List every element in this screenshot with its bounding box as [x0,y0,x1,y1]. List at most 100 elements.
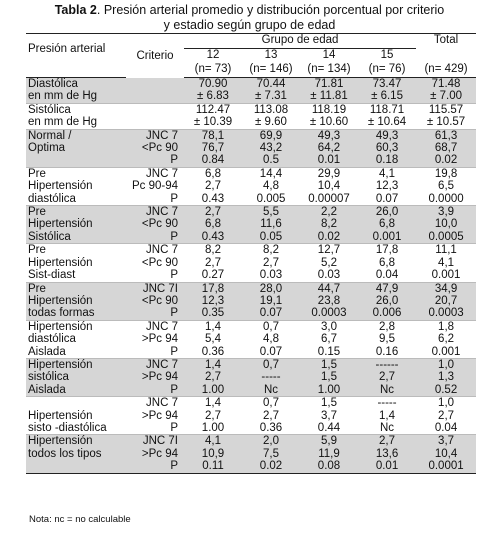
value-cell: 49,3 [358,128,417,143]
row-label: Hipertensión [28,256,93,269]
row-label: Hipertensión [26,319,126,334]
total-cell: 0.52 [416,383,477,397]
value-cell: 5,9 [300,434,358,448]
total-cell: 34,9 [416,281,477,295]
value-cell: 2,2 [300,205,358,219]
value-cell: 0,7 [242,357,300,372]
value-cell: 49,3 [300,128,358,143]
value-cell: ± 10.60 [309,116,349,129]
value-cell: 6,8 [358,218,417,231]
value-cell: 2,7 [205,256,221,269]
table-row: Pre JNC 7 8,2 8,2 12,7 17,8 11,1 [26,243,477,257]
total-cell: 20,7 [416,294,477,308]
value-cell: 0,7 [242,319,300,334]
total-cell: 0.001 [431,345,461,358]
header-presion: Presión arterial [26,33,126,63]
value-cell: 0.08 [300,460,358,474]
value-cell: 23,8 [300,294,358,308]
total-cell: 10,0 [416,218,477,231]
table-row: Pre JNC 7I 17,8 28,0 44,7 47,9 34,9 [26,281,477,295]
row-label [26,154,126,168]
table-row: Hipertensión JNC 7 1,4 0,7 1,5 ------ 1,0 [26,357,477,372]
criterion-cell: <Pc 90 [126,218,184,231]
total-cell: 1,8 [416,319,477,334]
value-cell: 0.02 [242,460,300,474]
value-cell: 5,5 [242,205,300,219]
row-label: Hipertensión [26,294,126,308]
value-cell: 8,2 [184,243,242,257]
value-cell: 0.07 [375,192,399,205]
criterion-cell: P [170,192,178,205]
table-row: sistólica >Pc 94 2,7 ----- 1,5 2,7 1,3 [26,371,477,384]
value-cell: 1,5 [300,396,358,410]
value-cell: 0.07 [242,307,300,321]
criterion-cell: P [126,230,184,244]
total-cell: 68,7 [416,142,477,155]
table-row: Aislada P 1.00 Nc 1.00 Nc 0.52 [26,383,477,397]
value-cell: 1.00 [184,383,242,397]
table-row: diastólica P 0.43 0.005 0.00007 0.07 0.0000 [26,193,476,206]
value-cell: 13,6 [358,447,417,461]
row-label: Optima [26,142,126,155]
value-cell: 2,7 [205,180,221,193]
criterion-cell: >Pc 94 [141,409,178,422]
header-row-1: Presión arterial Criterio Grupo de edad … [26,33,477,78]
value-cell: 78,1 [184,128,242,143]
table-row: Pre JNC 7 2,7 5,5 2,2 26,0 3,9 [26,205,477,219]
age-14: 14 [322,49,336,61]
total-cell: 11,1 [416,243,477,257]
criterion-cell: P [170,421,178,434]
row-label: sistólica [26,371,126,384]
value-cell: 0.43 [184,230,242,244]
row-label: sisto -diastólica [28,421,107,434]
value-cell: 12,7 [300,243,358,257]
header-row-3: (n= 73) (n= 146) (n= 134) (n= 76) (n= 42… [26,63,477,78]
row-label: Hipertensión [28,180,93,193]
value-cell: 1,4 [184,357,242,372]
row-label: en mm de Hg [26,90,126,104]
criterion-cell: JNC 7 [126,319,184,334]
value-cell: 4,8 [263,180,279,193]
age-15: 15 [380,49,394,61]
row-label [26,460,126,474]
total-cell: 10,4 [416,447,477,461]
value-cell: 0.04 [375,269,399,282]
row-label: Pre [26,281,126,295]
value-cell: ----- [358,396,417,410]
table-row: Hipertensión <Pc 90 6,8 11,6 8,2 6,8 10,0 [26,218,477,231]
value-cell: 0.18 [358,154,417,168]
criterion-cell: >Pc 94 [126,371,184,384]
table-row: Sistólica P 0.43 0.05 0.02 0.001 0.0005 [26,230,477,244]
row-label: Hipertensión [28,409,93,422]
value-cell: ± 11.81 [300,90,358,104]
total-cell: 1,0 [416,396,477,410]
row-label: diastólica [28,192,76,205]
value-cell: 0.11 [184,460,242,474]
table-row: Optima <Pc 90 76,7 43,2 64,2 60,3 68,7 [26,142,477,155]
row-label: Pre [26,166,126,181]
value-cell: 1,4 [379,409,396,422]
table-row: en mm de Hg ± 6.83 ± 7.31 ± 11.81 ± 6.15 ± 7.… [26,90,477,104]
value-cell: 17,8 [184,281,242,295]
table-row: Hipertensión <Pc 90 2,7 2,7 5,2 6,8 4,1 [26,257,476,269]
row-label: Diastólica [26,77,126,91]
table-row: Sistólica 112.47 113.08 118.19 118.71 115.57 [26,102,477,117]
value-cell: 0,7 [242,396,300,410]
criterion-cell: P [126,383,184,397]
total-cell: 19,8 [416,166,477,181]
value-cell: 2,8 [358,319,417,334]
value-cell: 0.16 [375,345,399,358]
row-label: Hipertensión [26,218,126,231]
total-cell: 0.0005 [416,230,477,244]
value-cell: 1,5 [300,371,358,384]
header-grupo: Grupo de edad [184,33,417,49]
value-cell: 113.08 [242,102,300,117]
table-row: diastólica >Pc 94 5,4 4,8 6,7 9,5 6,2 [26,333,476,345]
row-label: Aislada [28,345,66,358]
total-cell: 71.48 [416,77,477,91]
table-row: Hipertensión Pc 90-94 2,7 4,8 10,4 12,3 6,5 [26,180,476,192]
row-label: Pre [26,243,126,257]
table-row: P 0.84 0.5 0.01 0.18 0.02 [26,154,477,168]
value-cell: 2,7 [205,409,221,422]
total-cell: 61,3 [416,128,477,143]
